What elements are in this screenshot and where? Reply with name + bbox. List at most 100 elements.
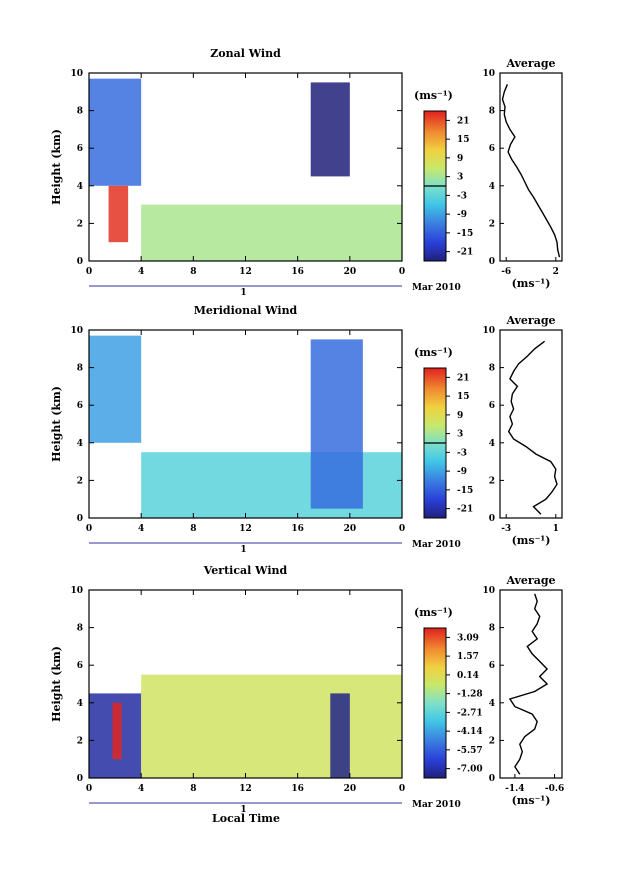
colorbar-tick-label: -15 (457, 486, 473, 496)
x-tick-label: 12 (239, 784, 252, 794)
colorbar-tick-label: -21 (457, 248, 473, 258)
heatmap-region-1 (112, 702, 122, 760)
profile-y-tick-label: 10 (482, 69, 495, 79)
x-tick-label: 0 (86, 524, 92, 534)
colorbar-tick-label: -21 (457, 505, 473, 515)
colorbar-tick-label: -1.28 (457, 690, 483, 700)
x-tick-label: 20 (344, 267, 357, 277)
y-tick-label: 10 (70, 326, 83, 336)
y-tick-label: 10 (70, 69, 83, 79)
profile-y-tick-label: 0 (489, 257, 495, 267)
profile-y-tick-label: 8 (489, 624, 495, 634)
y-tick-label: 0 (77, 774, 83, 784)
y-tick-label: 8 (77, 624, 83, 634)
y-tick-label: 2 (77, 736, 83, 746)
colorbar-tick-label: 3.09 (457, 633, 479, 643)
colorbar-tick-label: 9 (457, 154, 463, 164)
profile-x-tick-label: 2 (553, 267, 559, 277)
x-tick-label: 8 (190, 267, 196, 277)
profile-y-tick-label: 0 (489, 774, 495, 784)
x-tick-label: 16 (291, 524, 304, 534)
profile-title: Average (505, 57, 555, 70)
x-tick-label: 4 (138, 784, 144, 794)
profile-y-tick-label: 2 (489, 476, 495, 486)
colorbar-tick-label: -3 (457, 191, 467, 201)
day-label: 1 (240, 805, 246, 815)
profile-xlabel: (ms⁻¹) (512, 277, 551, 290)
profile-y-tick-label: 8 (489, 364, 495, 374)
heatmap-region-2 (141, 674, 402, 778)
colorbar-tick-label: -5.57 (457, 746, 483, 756)
heatmap-region-3 (330, 693, 350, 778)
profile-y-tick-label: 8 (489, 107, 495, 117)
y-tick-label: 6 (77, 401, 83, 411)
heatmap-region-0 (89, 335, 142, 443)
y-tick-label: 0 (77, 514, 83, 524)
profile-y-tick-label: 4 (489, 699, 495, 709)
colorbar-tick-label: -2.71 (457, 708, 483, 718)
profile-frame (499, 589, 563, 779)
y-tick-label: 2 (77, 219, 83, 229)
profile-y-tick-label: 6 (489, 144, 495, 154)
heatmap (89, 78, 402, 261)
x-tick-label: 4 (138, 267, 144, 277)
panel-title: Vertical Wind (203, 564, 288, 577)
x-tick-label: 8 (190, 784, 196, 794)
y-tick-label: 6 (77, 661, 83, 671)
profile-x-tick-label: -1.4 (505, 784, 524, 794)
y-tick-label: 4 (77, 699, 83, 709)
day-label: 1 (240, 288, 246, 298)
profile-y-tick-label: 2 (489, 219, 495, 229)
profile-title: Average (505, 574, 555, 587)
date-label: Mar 2010 (412, 800, 461, 810)
profile-y-tick-label: 6 (489, 661, 495, 671)
x-tick-label: 20 (344, 524, 357, 534)
colorbar-tick-label: -9 (457, 467, 467, 477)
y-tick-label: 8 (77, 364, 83, 374)
y-tick-label: 6 (77, 144, 83, 154)
x-tick-label: 12 (239, 267, 252, 277)
x-tick-label: 0 (399, 784, 405, 794)
x-tick-label: 20 (344, 784, 357, 794)
x-tick-label: 0 (86, 267, 92, 277)
heatmap-region-2 (310, 339, 363, 509)
profile-title: Average (505, 314, 555, 327)
colorbar-tick-label: 0.14 (457, 671, 479, 681)
profile-y-tick-label: 4 (489, 182, 495, 192)
y-tick-label: 10 (70, 586, 83, 596)
colorbar-tick-label: 15 (457, 392, 470, 402)
panel-title: Zonal Wind (210, 47, 281, 60)
colorbar-tick-label: 21 (457, 373, 470, 383)
date-label: Mar 2010 (412, 283, 461, 293)
profile-x-tick-label: -3 (501, 524, 511, 534)
heatmap-region-0 (89, 78, 142, 186)
x-tick-label: 0 (399, 267, 405, 277)
y-tick-label: 0 (77, 257, 83, 267)
profile-y-tick-label: 4 (489, 439, 495, 449)
profile-y-tick-label: 6 (489, 401, 495, 411)
profile-y-tick-label: 10 (482, 326, 495, 336)
profile-line (507, 340, 558, 515)
colorbar-tick-label: 3 (457, 173, 463, 183)
x-axis-title: Local Time (212, 812, 280, 825)
profile-frame (499, 72, 563, 262)
y-axis-title: Height (km) (50, 386, 63, 462)
profile-xlabel: (ms⁻¹) (512, 534, 551, 547)
x-tick-label: 12 (239, 524, 252, 534)
y-axis-title: Height (km) (50, 646, 63, 722)
x-tick-label: 0 (86, 784, 92, 794)
heatmap-region-1 (108, 185, 129, 243)
colorbar-tick-label: 9 (457, 411, 463, 421)
colorbar-unit: (ms⁻¹) (414, 346, 453, 359)
y-tick-label: 4 (77, 182, 83, 192)
x-tick-label: 0 (399, 524, 405, 534)
colorbar-tick-label: 1.57 (457, 652, 479, 662)
profile-line (508, 593, 549, 775)
y-axis-title: Height (km) (50, 129, 63, 205)
colorbar-tick-label: -9 (457, 210, 467, 220)
profile-y-tick-label: 0 (489, 514, 495, 524)
